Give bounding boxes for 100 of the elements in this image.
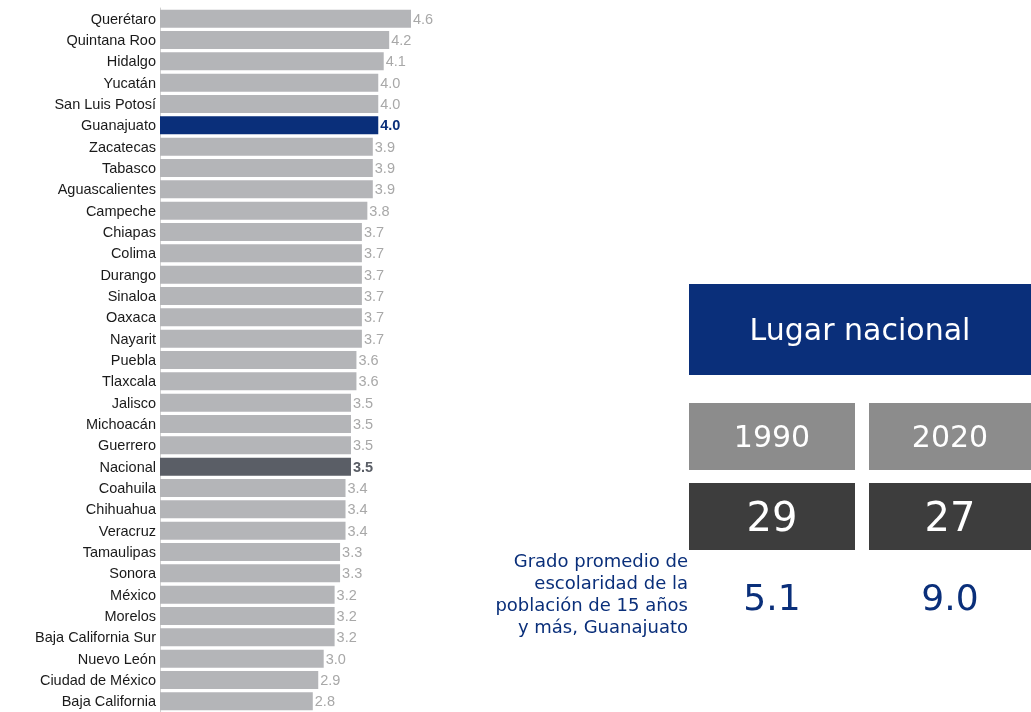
data-label: 3.7 xyxy=(363,245,385,262)
y-tick-label: México xyxy=(110,586,156,603)
data-label: 2.8 xyxy=(314,693,335,710)
y-tick-label: Jalisco xyxy=(111,394,156,411)
y-tick-label: Tabasco xyxy=(101,160,156,176)
bar xyxy=(160,479,346,497)
y-tick-label: Ciudad de México xyxy=(39,672,156,688)
y-tick-label: Sinaloa xyxy=(107,288,157,304)
bar xyxy=(160,31,390,49)
y-tick-label: Nayarit xyxy=(110,330,156,347)
category-label: 1990 xyxy=(689,403,855,470)
y-tick-label: Chihuahua xyxy=(85,501,157,518)
data-label: 3.8 xyxy=(369,202,390,219)
y-tick-label: Durango xyxy=(100,266,156,283)
data-label: 5.1 xyxy=(742,576,802,620)
y-tick-label: Baja California Sur xyxy=(35,629,157,646)
y-tick-label: Zacatecas xyxy=(89,138,156,155)
text: Lugar nacional xyxy=(689,284,1031,375)
data-label: 29 xyxy=(689,483,855,550)
bar xyxy=(160,9,411,28)
y-tick-label: Aguascalientes xyxy=(57,181,156,198)
y-tick-label: Morelos xyxy=(104,608,156,624)
y-tick-label: Tlaxcala xyxy=(102,373,157,390)
data-label: 3.6 xyxy=(358,352,379,368)
data-label: 3.4 xyxy=(347,522,368,539)
data-label: 3.6 xyxy=(358,373,379,390)
y-tick-label: Yucatán xyxy=(103,74,156,91)
category-label: 2020 xyxy=(869,403,1031,470)
y-tick-label: Chiapas xyxy=(102,224,156,240)
data-label: 3.4 xyxy=(347,480,368,496)
y-tick-label: Baja California xyxy=(61,693,157,710)
data-label: 3.9 xyxy=(374,160,395,176)
bar xyxy=(160,180,373,199)
data-label: 3.4 xyxy=(347,501,368,518)
bar xyxy=(160,671,319,689)
bar xyxy=(160,287,362,305)
bar xyxy=(160,308,362,327)
y-tick-label: Puebla xyxy=(110,352,157,368)
y-tick-label: Coahuila xyxy=(98,480,157,496)
bar xyxy=(160,201,368,220)
data-label: 3.7 xyxy=(363,266,385,283)
data-label: 3.7 xyxy=(363,288,385,304)
data-label: 2.9 xyxy=(320,672,341,688)
data-label: 3.5 xyxy=(352,437,374,454)
data-label: 3.3 xyxy=(342,544,363,560)
bar xyxy=(160,628,335,647)
bar xyxy=(160,436,351,455)
y-tick-label: Nuevo León xyxy=(77,650,156,667)
y-tick-label: Michoacán xyxy=(85,416,156,432)
data-label: 3.2 xyxy=(336,586,357,603)
y-tick-label: Nacional xyxy=(99,458,156,475)
bar xyxy=(160,52,384,71)
y-tick-label: San Luis Potosí xyxy=(54,96,156,112)
data-label: 27 xyxy=(869,483,1031,550)
data-label: 3.9 xyxy=(374,138,395,155)
y-tick-label: Campeche xyxy=(85,202,156,219)
data-label: 3.3 xyxy=(342,565,363,582)
data-label: 3.7 xyxy=(363,224,385,240)
y-tick-label: Guerrero xyxy=(97,437,156,454)
y-tick-label: Querétaro xyxy=(90,10,156,27)
bar xyxy=(160,585,335,604)
y-tick-label: Hidalgo xyxy=(106,53,156,70)
data-label: 4.0 xyxy=(380,117,401,134)
y-tick-label: Veracruz xyxy=(98,522,156,539)
bar xyxy=(160,244,362,263)
bar xyxy=(160,457,351,476)
bar xyxy=(160,521,346,540)
bar xyxy=(160,415,351,433)
bar xyxy=(160,692,313,711)
bar xyxy=(160,223,362,241)
bar xyxy=(160,564,341,583)
bar xyxy=(160,265,362,284)
bar xyxy=(160,372,357,391)
data-label: 4.0 xyxy=(380,74,401,91)
data-label: 4.2 xyxy=(391,32,412,48)
data-label: 3.5 xyxy=(352,394,374,411)
data-label: 4.1 xyxy=(385,53,406,70)
bar xyxy=(160,351,357,369)
y-tick-label: Oaxaca xyxy=(106,309,157,326)
bar xyxy=(160,607,335,625)
data-label: 3.2 xyxy=(336,608,357,624)
data-label: 3.7 xyxy=(363,309,385,326)
data-label: 4.6 xyxy=(413,10,434,27)
y-tick-label: Quintana Roo xyxy=(66,32,156,48)
bar xyxy=(160,649,324,668)
y-tick-label: Colima xyxy=(110,245,157,262)
bar xyxy=(160,500,346,519)
data-label: 4.0 xyxy=(380,96,401,112)
y-tick-label: Guanajuato xyxy=(81,117,156,134)
data-label: 3.7 xyxy=(363,330,385,347)
bar xyxy=(160,73,379,92)
data-label: 3.2 xyxy=(336,629,357,646)
bar xyxy=(160,95,379,113)
bar xyxy=(160,159,373,177)
y-tick-label: Tamaulipas xyxy=(82,544,156,560)
data-label: 3.0 xyxy=(325,650,346,667)
y-tick-label: Sonora xyxy=(109,565,157,582)
data-label: 3.5 xyxy=(352,416,374,432)
bar xyxy=(160,137,373,156)
data-label: 3.5 xyxy=(352,458,374,475)
